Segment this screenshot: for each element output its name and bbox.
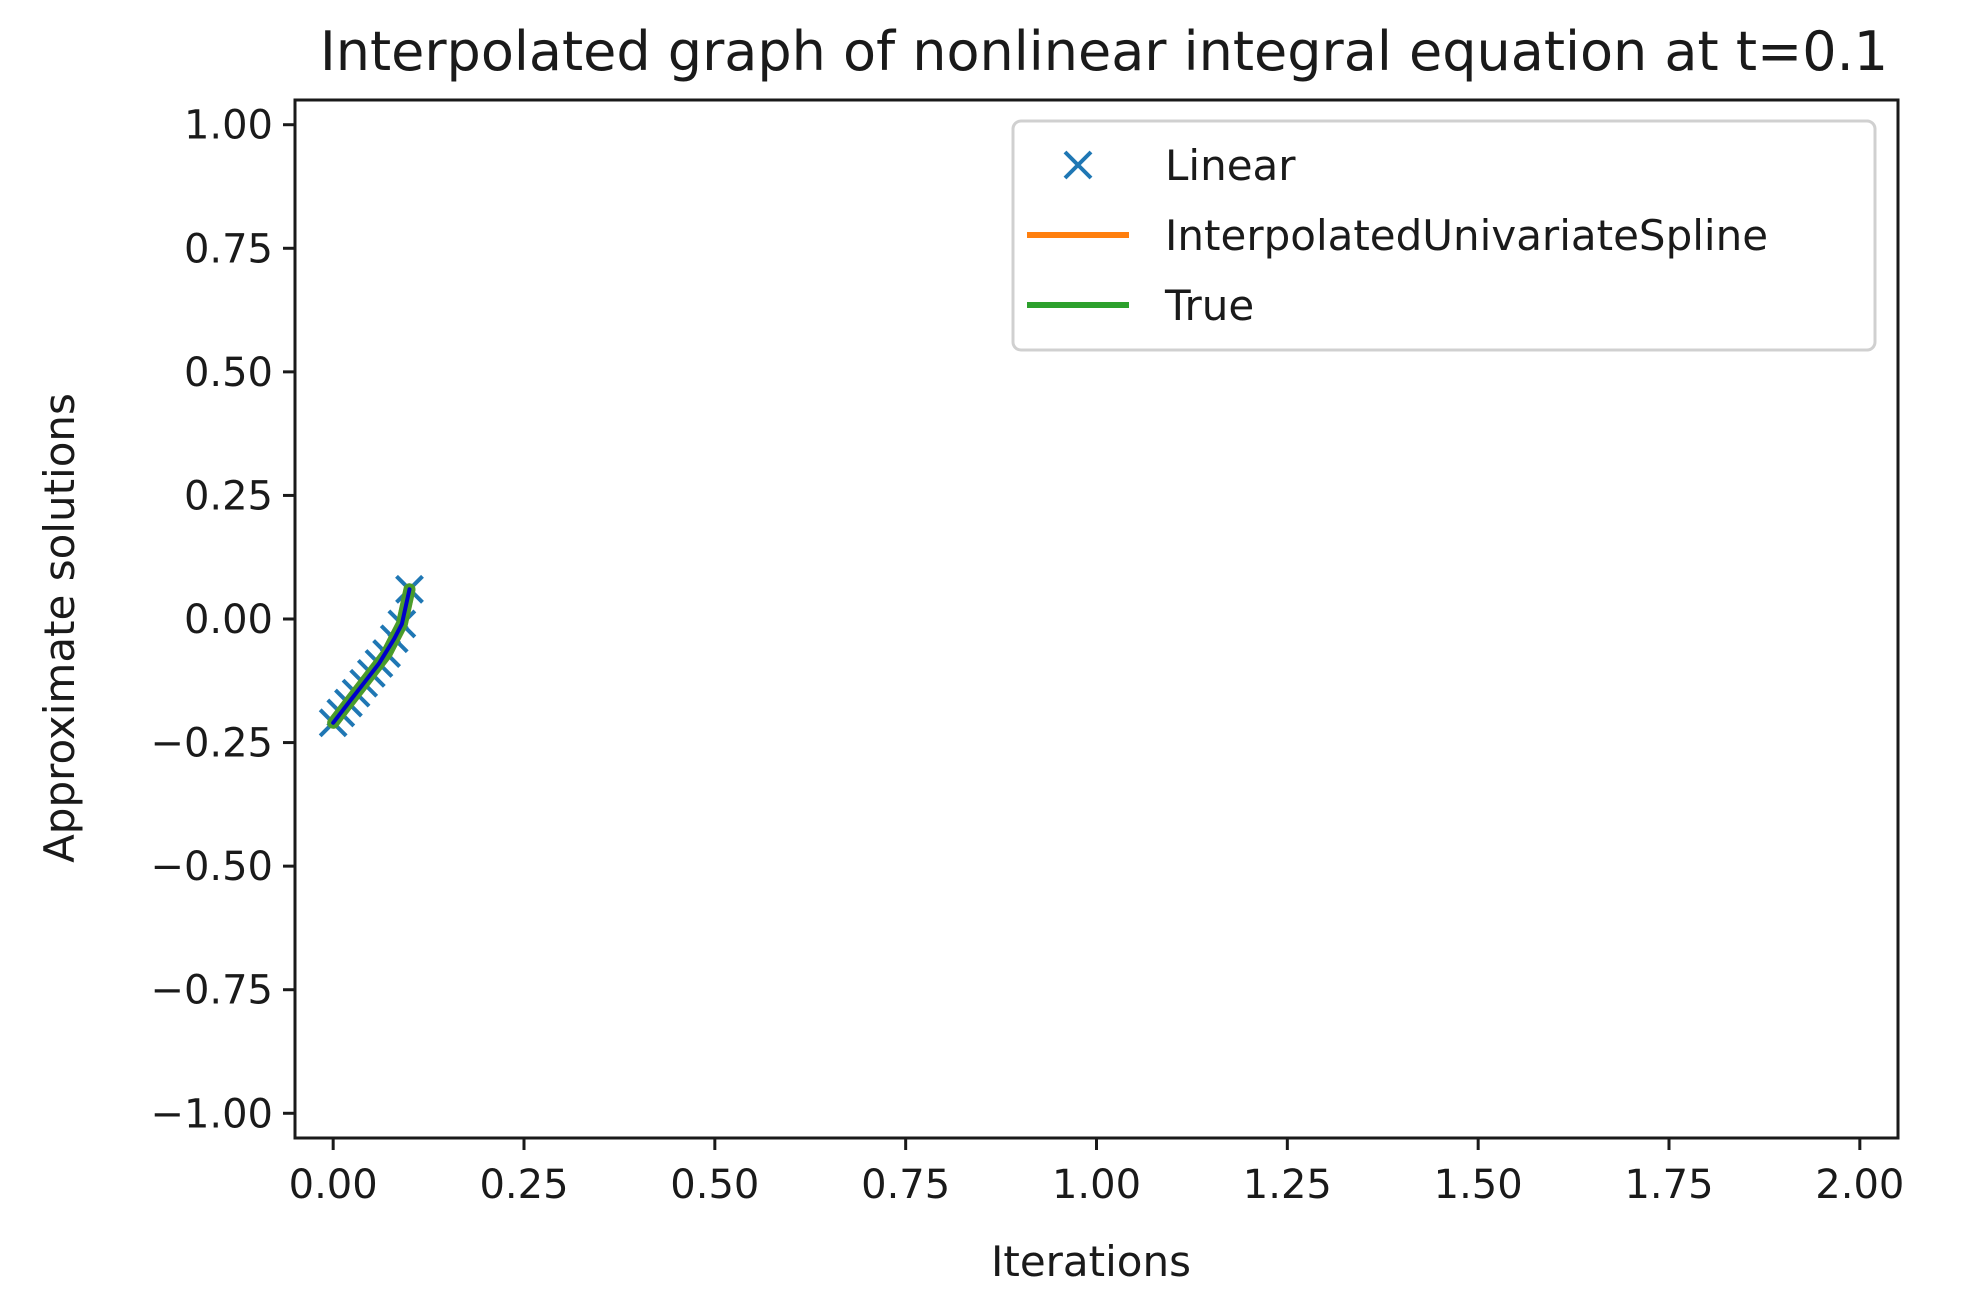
x-tick-label: 0.50 [670,1162,759,1208]
x-tick-label: 1.50 [1434,1162,1523,1208]
x-tick-label: 0.25 [479,1162,568,1208]
legend-entry: InterpolatedUnivariateSpline [1027,211,1768,260]
legend-entry: True [1027,281,1254,330]
series-line [331,587,412,725]
legend-label: InterpolatedUnivariateSpline [1165,211,1768,260]
y-tick-label: 0.75 [184,226,273,272]
ticks-layer: 0.00 0.25 0.50 0.75 1.00 1.25 1.50 1.75 2.00 1.00… [150,103,1904,1208]
x-tick-label: 2.00 [1815,1162,1904,1208]
fit-series [331,587,412,725]
chart-title: Interpolated graph of nonlinear integral… [320,20,1888,83]
legend: Linear InterpolatedUnivariateSpline True [1011,119,1877,352]
y-tick-label: 0.50 [184,350,273,396]
legend-entries: Linear InterpolatedUnivariateSpline True [1027,141,1768,330]
y-tick-label: −0.50 [150,844,273,890]
series-layer [318,574,424,738]
y-tick-label: −1.00 [150,1091,273,1137]
plot-frame [293,98,1900,1140]
x-tick-label: 1.75 [1624,1162,1713,1208]
legend-marker [1063,150,1093,180]
x-tick-label: 0.00 [289,1162,378,1208]
y-tick-label: 0.25 [184,473,273,519]
y-tick-label: 1.00 [184,103,273,149]
x-tick-label: 1.00 [1052,1162,1141,1208]
x-axis-label: Iterations [991,1237,1191,1286]
legend-entry: Linear [1063,141,1296,190]
legend-box [1011,119,1877,352]
x-tick-label: 1.25 [1243,1162,1332,1208]
x-tick-label: 0.75 [861,1162,950,1208]
y-axis-label: Approximate solutions [35,393,84,863]
y-tick-label: −0.25 [150,721,273,767]
legend-label: Linear [1165,141,1296,190]
legend-label: True [1164,281,1254,330]
y-tick-label: 0.00 [184,597,273,643]
y-tick-label: −0.75 [150,968,273,1014]
